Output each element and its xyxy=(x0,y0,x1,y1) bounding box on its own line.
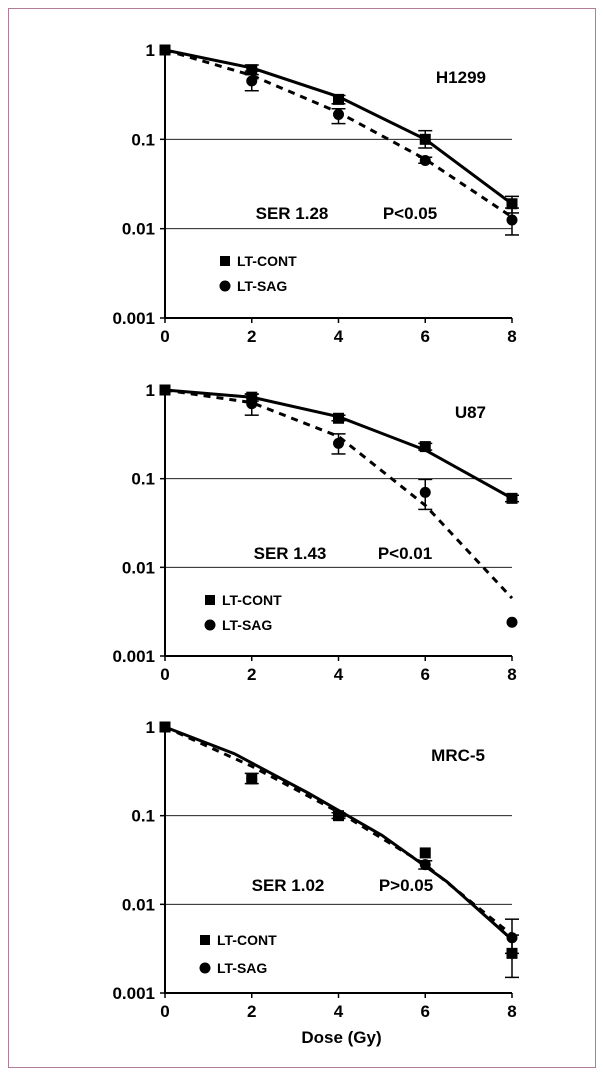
y-tick-label: 0.1 xyxy=(131,130,155,149)
p-value: P<0.01 xyxy=(378,544,432,563)
data-point-circle xyxy=(419,859,431,871)
legend-label: LT-CONT xyxy=(222,592,282,608)
data-point-circle xyxy=(506,616,518,628)
ser-value: SER 1.43 xyxy=(254,544,327,563)
y-tick-label: 0.001 xyxy=(112,647,155,666)
legend-label: LT-SAG xyxy=(237,278,287,294)
x-tick-label: 8 xyxy=(507,1002,516,1021)
data-point-square xyxy=(419,441,431,453)
legend-marker-square xyxy=(205,595,215,605)
curve-lt-cont xyxy=(164,725,513,941)
y-tick-label: 0.001 xyxy=(112,984,155,1003)
legend: LT-CONT LT-SAG xyxy=(199,932,277,976)
legend-label: LT-SAG xyxy=(217,960,267,976)
data-point-square xyxy=(419,133,431,145)
y-tick-label: 0.001 xyxy=(112,309,155,328)
data-point-circle xyxy=(159,384,171,396)
y-tick-label: 0.01 xyxy=(122,220,155,239)
x-tick-label: 0 xyxy=(160,1002,169,1021)
legend-label: LT-CONT xyxy=(217,932,277,948)
y-tick-label: 1 xyxy=(146,718,155,737)
data-point-circle xyxy=(333,437,344,449)
data-point-square xyxy=(333,93,344,105)
x-tick-label: 0 xyxy=(160,327,169,346)
panel-label: U87 xyxy=(455,403,486,422)
curve-lt-sag xyxy=(164,388,514,600)
data-point-circle xyxy=(159,721,171,733)
y-tick-label: 0.1 xyxy=(131,807,155,826)
legend-marker-square xyxy=(220,256,230,266)
data-point-circle xyxy=(159,44,171,56)
data-point-square xyxy=(506,198,518,210)
figure-frame xyxy=(8,8,596,1068)
x-tick-label: 6 xyxy=(421,1002,430,1021)
ser-value: SER 1.28 xyxy=(256,204,329,223)
y-tick-label: 0.01 xyxy=(122,895,155,914)
panel-label: MRC-5 xyxy=(431,746,485,765)
ser-value: SER 1.02 xyxy=(252,876,325,895)
data-point-square xyxy=(246,64,258,76)
data-point-square xyxy=(419,847,431,859)
p-value: P>0.05 xyxy=(379,876,433,895)
data-point-circle xyxy=(246,75,258,87)
x-tick-label: 8 xyxy=(507,327,516,346)
x-tick-label: 6 xyxy=(421,665,430,684)
legend-marker-circle xyxy=(204,619,216,631)
x-tick-label: 2 xyxy=(247,327,256,346)
legend-label: LT-CONT xyxy=(237,253,297,269)
data-point-square xyxy=(506,492,518,504)
x-tick-label: 4 xyxy=(334,665,344,684)
x-tick-label: 6 xyxy=(421,327,430,346)
data-point-circle xyxy=(419,154,431,166)
legend-label: LT-SAG xyxy=(222,617,272,633)
data-point-circle xyxy=(246,398,258,410)
x-tick-label: 4 xyxy=(334,327,344,346)
x-tick-label: 4 xyxy=(334,1002,344,1021)
p-value: P<0.05 xyxy=(383,204,437,223)
x-tick-label: 8 xyxy=(507,665,516,684)
panel-label: H1299 xyxy=(436,68,486,87)
y-tick-label: 0.1 xyxy=(131,470,155,489)
x-axis-label: Dose (Gy) xyxy=(301,1028,381,1047)
data-point-square xyxy=(333,412,344,424)
legend-marker-circle xyxy=(219,280,231,292)
legend: LT-CONT LT-SAG xyxy=(204,592,282,633)
y-tick-label: 1 xyxy=(146,381,155,400)
data-point-circle xyxy=(506,932,518,944)
panel-3: 1 0.1 0.01 0.001 0 2 4 6 8 MRC-5 SER 1.02 P>0.05 LT-… xyxy=(112,718,519,1047)
legend-marker-circle xyxy=(199,962,211,974)
panel-2: 1 0.1 0.01 0.001 0 2 4 6 8 U87 SER 1.43 P<0.01 LT-CO… xyxy=(112,381,519,684)
data-point-circle xyxy=(333,108,344,120)
data-point-circle xyxy=(333,810,344,822)
legend: LT-CONT LT-SAG xyxy=(219,253,297,294)
x-tick-label: 2 xyxy=(247,1002,256,1021)
x-tick-label: 2 xyxy=(247,665,256,684)
data-point-circle xyxy=(246,773,258,785)
data-point-circle xyxy=(419,486,431,498)
x-tick-label: 0 xyxy=(160,665,169,684)
legend-marker-square xyxy=(200,935,210,945)
y-tick-label: 1 xyxy=(146,41,155,60)
panel-1: 1 0.1 0.01 0.001 0 2 4 6 8 H1299 SER 1.28 P<0.05 LT-… xyxy=(112,41,519,346)
data-point-circle xyxy=(506,214,518,226)
y-tick-label: 0.01 xyxy=(122,558,155,577)
